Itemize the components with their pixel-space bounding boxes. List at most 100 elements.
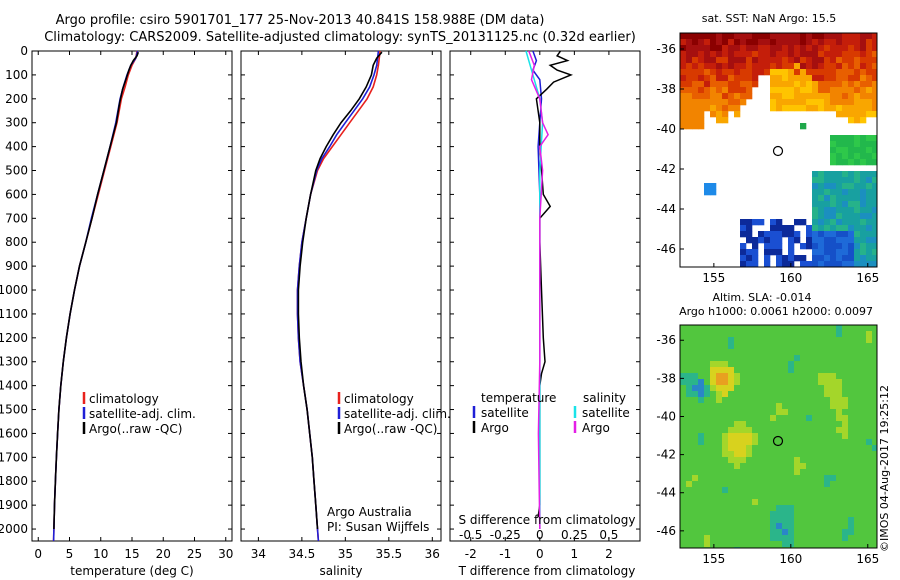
map-cell	[842, 403, 849, 410]
map-cell	[698, 397, 705, 404]
map-cell	[722, 439, 729, 446]
legend-title-salinity: salinity	[583, 391, 626, 405]
map-cell	[830, 409, 837, 416]
map-cell	[776, 511, 783, 518]
map-cell	[764, 367, 771, 374]
map-cell	[740, 57, 747, 64]
map-cell	[854, 463, 861, 470]
map-cell	[872, 195, 878, 202]
map-cell	[764, 325, 771, 332]
map-cell	[686, 361, 693, 368]
map-cell	[794, 81, 801, 88]
map-cell	[788, 433, 795, 440]
map-cell	[824, 409, 831, 416]
difference-xlabel-top: S difference from climatology	[459, 513, 636, 527]
legend-climatology: climatology	[89, 392, 159, 406]
map-cell	[818, 337, 825, 344]
map-cell	[860, 361, 867, 368]
map-cell	[830, 141, 837, 148]
map-cell	[848, 255, 855, 262]
map-cell	[824, 517, 831, 524]
map-cell	[764, 487, 771, 494]
map-cell	[752, 355, 759, 362]
map-cell	[776, 487, 783, 494]
map-cell	[716, 535, 723, 542]
map-cell	[788, 349, 795, 356]
map-cell	[806, 439, 813, 446]
map-cell	[872, 81, 878, 88]
map-cell	[830, 421, 837, 428]
map-cell	[788, 331, 795, 338]
map-cell	[818, 177, 825, 184]
map-cell	[728, 331, 735, 338]
map-cell	[842, 469, 849, 476]
map-cell	[686, 463, 693, 470]
map-cell	[806, 261, 813, 268]
map-cell	[782, 93, 789, 100]
legend-s-satellite: satellite	[582, 406, 630, 420]
x-tick-label: 1	[571, 547, 579, 561]
map-cell	[704, 421, 711, 428]
map-cell	[770, 63, 777, 70]
map-cell	[686, 505, 693, 512]
map-cell	[722, 75, 729, 82]
map-cell	[782, 63, 789, 70]
map-cell	[842, 361, 849, 368]
map-cell	[848, 195, 855, 202]
map-cell	[800, 433, 807, 440]
map-cell	[680, 427, 687, 434]
map-cell	[830, 331, 837, 338]
map-cell	[770, 415, 777, 422]
map-cell	[776, 481, 783, 488]
map-cell	[686, 93, 693, 100]
map-cell	[734, 69, 741, 76]
map-cell	[800, 529, 807, 536]
map-cell	[860, 237, 867, 244]
map-cell	[866, 457, 873, 464]
map-cell	[764, 457, 771, 464]
map-cell	[692, 397, 699, 404]
map-cell	[800, 51, 807, 58]
map-cell	[860, 39, 867, 46]
map-cell	[746, 69, 753, 76]
map-cell	[848, 487, 855, 494]
map-cell	[704, 397, 711, 404]
map-cell	[836, 391, 843, 398]
map-cell	[830, 93, 837, 100]
map-cell	[848, 385, 855, 392]
map-cell	[722, 325, 729, 332]
map-cell	[860, 57, 867, 64]
y-tick-label: 100	[5, 68, 28, 82]
map-cell	[872, 397, 878, 404]
map-cell	[716, 409, 723, 416]
map-cell	[842, 421, 849, 428]
map-cell	[716, 105, 723, 112]
map-cell	[812, 385, 819, 392]
map-cell	[842, 177, 849, 184]
map-cell	[806, 379, 813, 386]
map-cell	[728, 445, 735, 452]
series-line	[535, 50, 574, 518]
map-cell	[854, 183, 861, 190]
map-cell	[860, 75, 867, 82]
map-cell	[824, 349, 831, 356]
map-cell	[770, 451, 777, 458]
map-cell	[782, 331, 789, 338]
map-cell	[824, 249, 831, 256]
map-cell	[752, 337, 759, 344]
map-cell	[824, 523, 831, 530]
map-cell	[770, 355, 777, 362]
map-cell	[752, 219, 759, 226]
map-cell	[800, 63, 807, 70]
map-cell	[866, 69, 873, 76]
map-cell	[692, 111, 699, 118]
map-cell	[698, 355, 705, 362]
map-cell	[800, 337, 807, 344]
map-cell	[692, 385, 699, 392]
map-cell	[818, 219, 825, 226]
map-cell	[734, 445, 741, 452]
map-cell	[686, 523, 693, 530]
x-tick-label: -2	[465, 547, 477, 561]
map-cell	[710, 511, 717, 518]
map-cell	[680, 535, 687, 542]
